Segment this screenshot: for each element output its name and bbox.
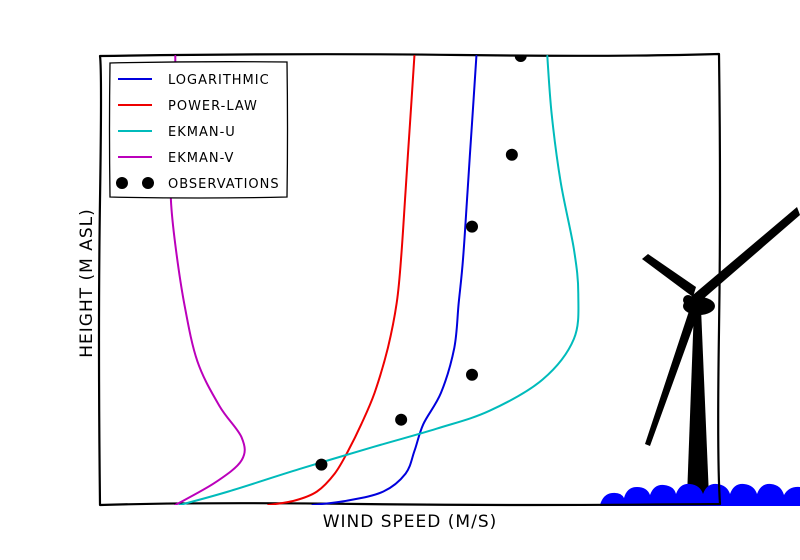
observation-point-3 xyxy=(466,368,478,381)
turbine-tower xyxy=(687,308,709,497)
turbine-hub xyxy=(683,295,693,305)
legend-marker-observations-2 xyxy=(142,177,154,189)
legend-marker-observations-1 xyxy=(116,177,128,189)
legend-label-logarithmic: LOGARITHMIC xyxy=(168,73,270,88)
series-line-ekman-u xyxy=(178,55,580,505)
legend-label-power-law: POWER-LAW xyxy=(168,99,258,114)
turbine-blade-down xyxy=(645,305,700,446)
legend-label-ekman-v: EKMAN-V xyxy=(168,151,234,166)
wind-turbine-icon xyxy=(642,207,800,497)
observation-point-1 xyxy=(315,458,328,471)
axes-frame xyxy=(97,52,722,507)
turbine-blade-left xyxy=(642,254,696,297)
y-axis-label: HEIGHT (M ASL) xyxy=(77,208,97,358)
observation-point-2 xyxy=(395,413,408,426)
legend-label-observations: OBSERVATIONS xyxy=(168,177,280,192)
x-axis-label: WIND SPEED (M/S) xyxy=(323,512,498,532)
sea-waves xyxy=(600,483,800,506)
legend: LOGARITHMIC POWER-LAW EKMAN-U EKMAN-V OBSERV… xyxy=(108,61,289,199)
legend-label-ekman-u: EKMAN-U xyxy=(168,125,236,140)
series-line-logarithmic xyxy=(311,55,478,505)
series-line-power-law xyxy=(267,55,416,505)
observation-point-5 xyxy=(505,148,518,161)
observation-point-4 xyxy=(466,220,478,233)
turbine-blade-up xyxy=(687,207,800,306)
observation-point-6 xyxy=(514,55,527,62)
legend-box xyxy=(108,61,289,199)
